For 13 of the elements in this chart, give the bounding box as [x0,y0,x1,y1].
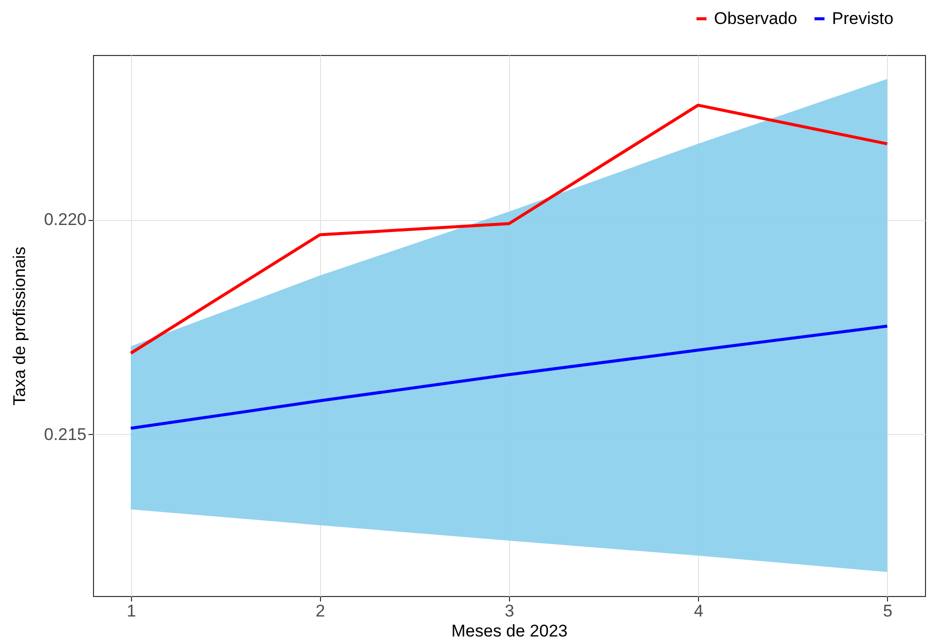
x-tick-label: 1 [126,602,136,620]
line-series [129,104,889,355]
x-axis-title: Meses de 2023 [451,622,568,640]
x-tick-label: 5 [882,602,892,620]
y-axis-title: Taxa de profissionais [10,246,29,406]
x-tick-label: 3 [504,602,514,620]
x-tick-label: 2 [316,602,326,620]
x-tick-label: 4 [694,602,704,620]
legend-label: Observado [714,8,798,28]
y-tick-label: 0.215 [44,424,86,444]
legend-label: Previsto [832,8,894,28]
y-tick-label: 0.220 [44,210,86,230]
line-series [129,324,889,430]
